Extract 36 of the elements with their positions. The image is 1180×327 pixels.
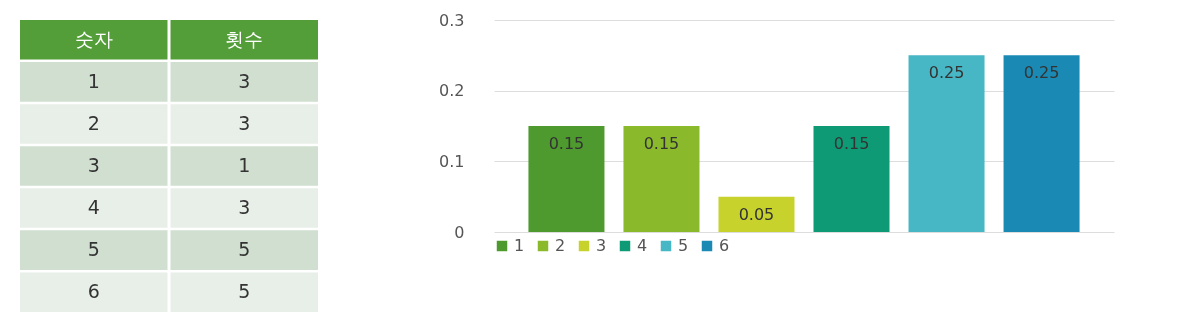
y-axis-title: 숫자 — [74, 27, 113, 50]
y-tick-label: 0.2 — [439, 81, 465, 101]
bar — [528, 126, 605, 232]
bar — [623, 126, 700, 232]
legend-label: 3 — [596, 236, 607, 255]
data-label: 5 — [238, 238, 251, 261]
data-label: 0.25 — [928, 63, 965, 83]
data-label: 0.15 — [833, 134, 870, 153]
bar — [908, 55, 985, 232]
data-label: 3 — [238, 111, 251, 134]
data-label: 5 — [238, 280, 251, 303]
y-tick-label: 3 — [87, 154, 100, 176]
bar — [813, 126, 890, 232]
legend-label: 1 — [514, 236, 525, 255]
data-label: 0.05 — [738, 204, 775, 224]
legend-label: 2 — [555, 236, 566, 255]
data-label: 0.25 — [1023, 63, 1060, 83]
y-tick-label: 0 — [454, 222, 465, 242]
y-tick-label: 2 — [87, 111, 100, 134]
y-tick-label: 1 — [87, 69, 100, 92]
legend-label: 4 — [637, 236, 648, 255]
y-tick-label: 6 — [87, 280, 100, 303]
y-tick-label: 4 — [87, 196, 100, 219]
data-label: 1 — [238, 154, 251, 176]
y-tick-label: 0.3 — [439, 10, 465, 30]
legend-label: 5 — [678, 236, 689, 255]
bar — [718, 196, 795, 232]
bar — [1003, 55, 1080, 232]
data-label: 0.15 — [643, 134, 680, 153]
data-label: 3 — [238, 69, 251, 92]
data-label: 0.15 — [548, 134, 585, 153]
x-tick-label: 횟수 — [225, 27, 264, 50]
y-tick-label: 5 — [87, 238, 100, 261]
legend-label: 6 — [719, 236, 730, 255]
y-tick-label: 0.1 — [439, 151, 465, 171]
data-label: 3 — [238, 196, 251, 219]
